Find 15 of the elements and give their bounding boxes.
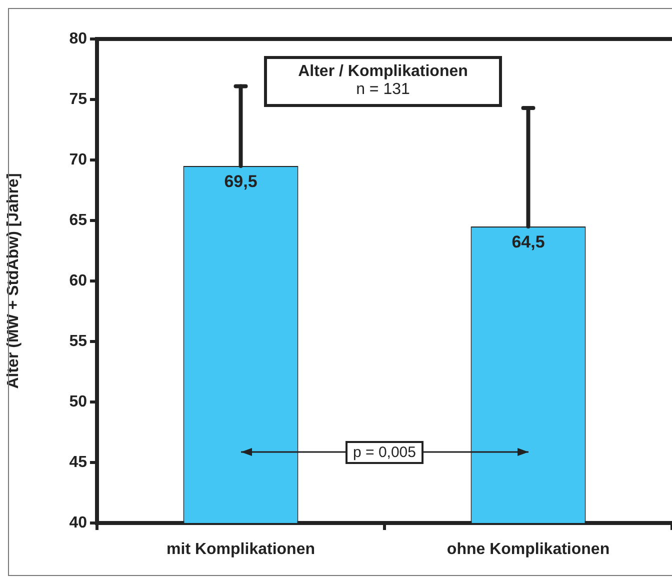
y-tick-label: 75 <box>69 90 88 108</box>
y-tick-label: 70 <box>69 151 88 168</box>
note-box: p = 0,005 <box>345 441 424 464</box>
y-tick-label: 65 <box>69 212 88 229</box>
y-tick-label: 80 <box>69 30 88 48</box>
y-tick-label: 55 <box>69 332 88 350</box>
x-tick-label: ohne Komplikationen <box>446 541 610 558</box>
y-tick-label: 60 <box>69 272 88 290</box>
y-tick-label: 50 <box>69 393 88 410</box>
data-label: 69,5 <box>224 172 258 192</box>
data-label: 64,5 <box>512 232 545 252</box>
y-tick-label: 45 <box>69 454 88 471</box>
title-box: Alter / Komplikationen n = 131 <box>264 56 502 107</box>
y-tick-label: 40 <box>69 514 88 532</box>
x-tick-label: mit Komplikationen <box>166 541 315 558</box>
